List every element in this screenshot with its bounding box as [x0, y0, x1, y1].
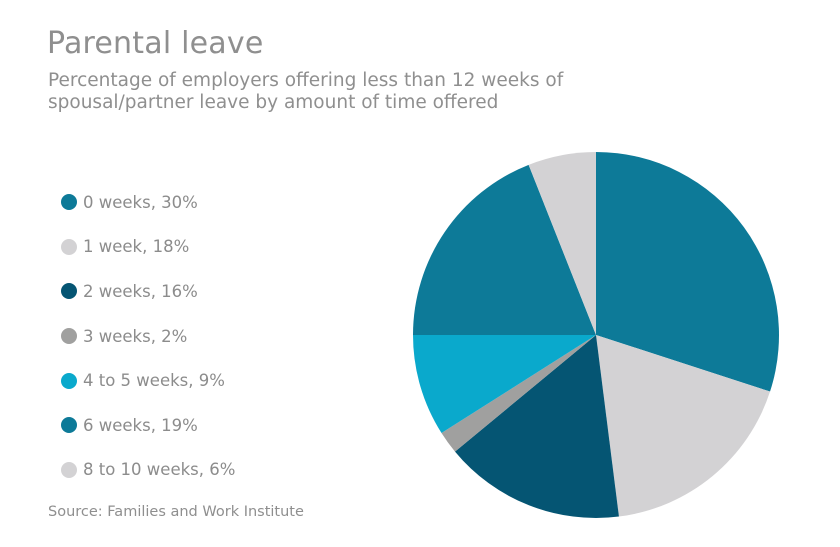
pie-slice-2-weeks	[455, 335, 619, 519]
legend-label: 6 weeks, 19%	[83, 415, 198, 435]
legend-item: 6 weeks, 19%	[61, 403, 235, 448]
legend-item: 2 weeks, 16%	[61, 269, 235, 314]
legend-label: 2 weeks, 16%	[83, 281, 198, 301]
legend-swatch-icon	[61, 194, 77, 211]
pie-slice-0-weeks	[596, 152, 779, 392]
source-note: Source: Families and Work Institute	[48, 504, 304, 520]
legend-item: 8 to 10 weeks, 6%	[61, 448, 235, 493]
legend-label: 0 weeks, 30%	[83, 192, 198, 212]
legend-label: 4 to 5 weeks, 9%	[83, 371, 225, 391]
legend-swatch-icon	[61, 328, 77, 345]
chart-legend: 0 weeks, 30% 1 week, 18% 2 weeks, 16% 3 …	[61, 180, 235, 492]
legend-label: 3 weeks, 2%	[83, 326, 188, 346]
pie-slice-6-weeks	[413, 164, 596, 335]
chart-title: Parental leave	[47, 26, 264, 61]
legend-swatch-icon	[61, 238, 77, 255]
legend-label: 1 week, 18%	[83, 237, 190, 257]
subtitle-line-2: spousal/partner leave by amount of time …	[48, 92, 499, 113]
legend-label: 8 to 10 weeks, 6%	[83, 460, 236, 480]
legend-swatch-icon	[61, 283, 77, 300]
legend-item: 0 weeks, 30%	[61, 180, 235, 225]
legend-swatch-icon	[61, 417, 77, 434]
legend-swatch-icon	[61, 461, 77, 478]
legend-item: 1 week, 18%	[61, 225, 235, 270]
pie-slice-1-week	[596, 335, 771, 517]
pie-slice-3-weeks	[441, 335, 596, 452]
subtitle-line-1: Percentage of employers offering less th…	[48, 70, 564, 91]
legend-item: 4 to 5 weeks, 9%	[61, 358, 235, 403]
pie-slice-8-to-10-weeks	[528, 152, 596, 335]
pie-slice-4-to-5-weeks	[413, 335, 596, 434]
legend-swatch-icon	[61, 372, 77, 389]
pie-slices	[413, 152, 779, 519]
chart-subtitle: Percentage of employers offering less th…	[48, 70, 688, 114]
legend-item: 3 weeks, 2%	[61, 314, 235, 359]
